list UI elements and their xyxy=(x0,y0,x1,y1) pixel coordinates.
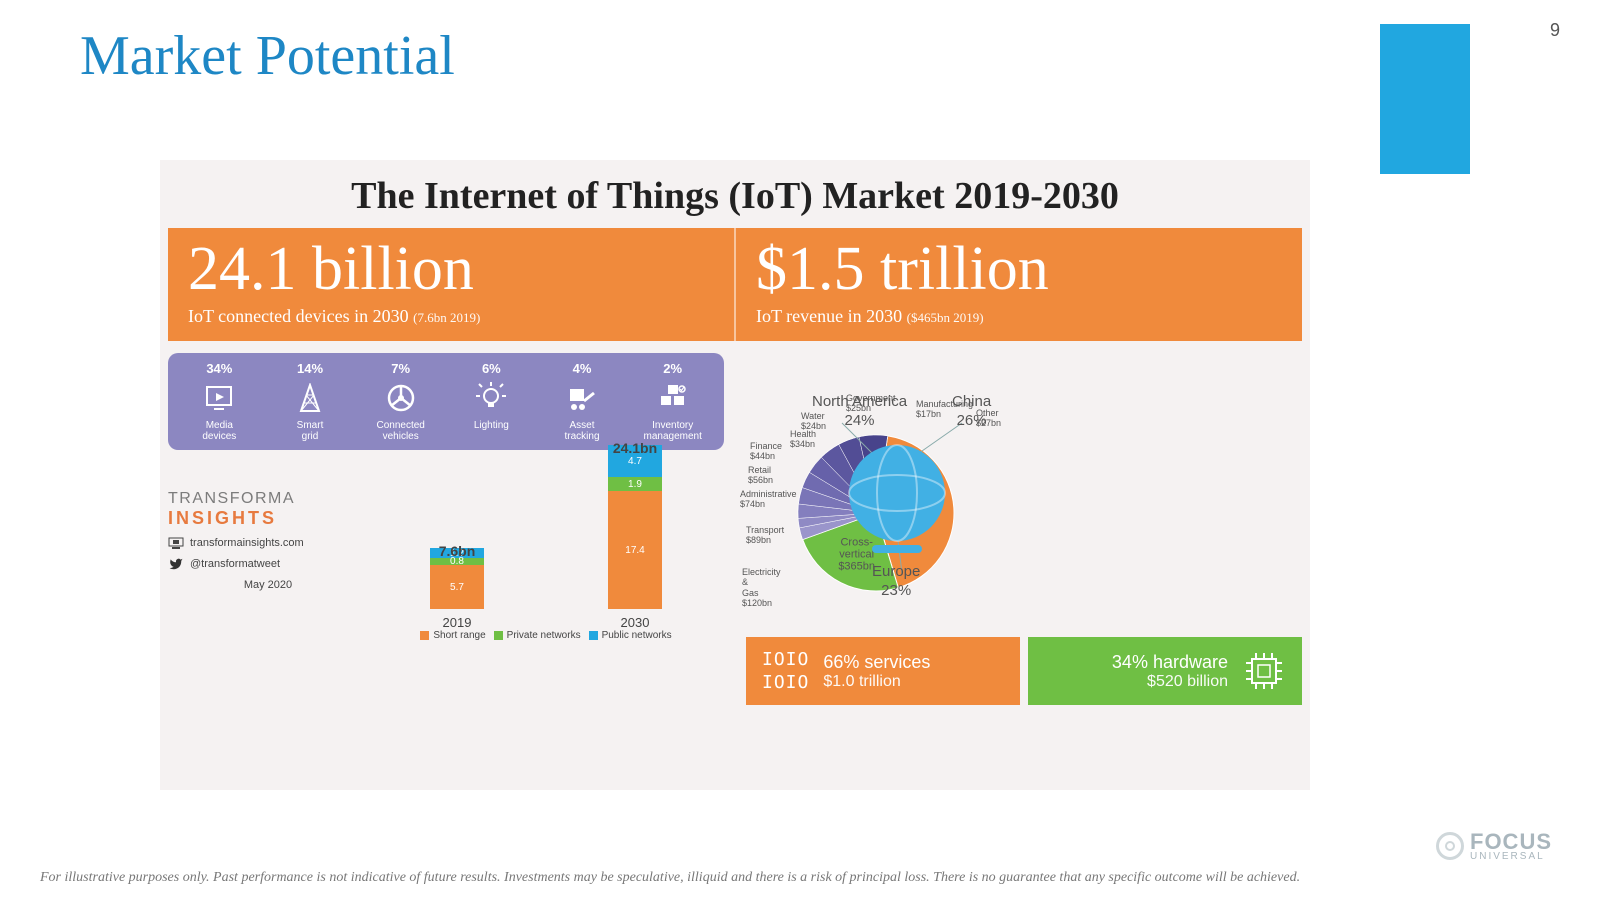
hero-revenue-big: $1.5 trillion xyxy=(756,238,1282,300)
source-handle-text: @transformatweet xyxy=(190,558,280,570)
bottom-left: 34%Mediadevices14%Smartgrid7%Connectedve… xyxy=(160,349,732,709)
bars-legend: Short range Private networks Public networ… xyxy=(368,630,724,643)
category-item: 6%Lighting xyxy=(446,361,537,442)
category-panel: 34%Mediadevices14%Smartgrid7%Connectedve… xyxy=(168,353,724,450)
twitter-icon xyxy=(168,557,184,571)
globe-area: North America24% China26% Europe23% xyxy=(752,353,1302,633)
hero-revenue: $1.5 trillion IoT revenue in 2030 ($465b… xyxy=(736,228,1302,341)
globe-label: Europe23% xyxy=(872,563,920,601)
bottom-right: Consumer$652bnCross-vertical$365bnVertic… xyxy=(738,349,1310,709)
hardware-line2: $520 billion xyxy=(1044,673,1228,691)
hero-devices-big: 24.1 billion xyxy=(188,238,714,300)
globe-label: China26% xyxy=(952,393,991,431)
disclaimer: For illustrative purposes only. Past per… xyxy=(40,870,1560,886)
focus-logo-sub: UNIVERSAL xyxy=(1470,851,1552,862)
hardware-card: 34% hardware $520 billion xyxy=(1028,637,1302,705)
body-row: 34%Mediadevices14%Smartgrid7%Connectedve… xyxy=(160,349,1310,709)
hero-devices: 24.1 billion IoT connected devices in 20… xyxy=(168,228,736,341)
bar-group: 7.6bn5.70.81.22019 xyxy=(412,548,502,630)
hero-devices-sub-small: (7.6bn 2019) xyxy=(413,310,480,325)
legend-item: Short range xyxy=(420,630,485,641)
source-box: TRANSFORMA INSIGHTS transformainsights.c… xyxy=(168,460,368,670)
category-item: 14%Smartgrid xyxy=(265,361,356,442)
bars-area: 7.6bn5.70.81.2201924.1bn17.41.94.72030 S… xyxy=(368,460,724,670)
brand-line2: INSIGHTS xyxy=(168,508,368,529)
category-item: 2%Inventorymanagement xyxy=(627,361,718,442)
bar-group: 24.1bn17.41.94.72030 xyxy=(590,445,680,630)
accent-bar xyxy=(1380,24,1470,174)
source-site: transformainsights.com xyxy=(168,537,368,549)
category-item: 4%Assettracking xyxy=(537,361,628,442)
legend-item: Public networks xyxy=(589,630,672,641)
source-site-text: transformainsights.com xyxy=(190,537,304,549)
services-line1: 66% services xyxy=(823,652,930,673)
bottom-cards: IOIOIOIO 66% services $1.0 trillion 34% … xyxy=(746,637,1302,705)
hero-devices-sub: IoT connected devices in 2030 (7.6bn 201… xyxy=(188,306,714,327)
page-number: 9 xyxy=(1550,20,1560,41)
bars-canvas: 7.6bn5.70.81.2201924.1bn17.41.94.72030 xyxy=(368,460,724,630)
source-handle: @transformatweet xyxy=(168,557,368,571)
hero-band: 24.1 billion IoT connected devices in 20… xyxy=(168,228,1302,341)
infographic-title: The Internet of Things (IoT) Market 2019… xyxy=(160,160,1310,228)
hero-devices-sub-main: IoT connected devices in 2030 xyxy=(188,306,409,326)
monitor-icon xyxy=(168,537,184,549)
source-date: May 2020 xyxy=(168,579,368,591)
category-item: 7%Connectedvehicles xyxy=(355,361,446,442)
hero-revenue-sub-main: IoT revenue in 2030 xyxy=(756,306,902,326)
binary-icon: IOIOIOIO xyxy=(762,649,809,693)
hero-revenue-sub: IoT revenue in 2030 ($465bn 2019) xyxy=(756,306,1282,327)
category-item: 34%Mediadevices xyxy=(174,361,265,442)
slide-title: Market Potential xyxy=(80,24,455,88)
focus-logo-icon xyxy=(1436,832,1464,860)
brand-line1: TRANSFORMA xyxy=(168,490,368,508)
focus-logo: FOCUS UNIVERSAL xyxy=(1436,829,1552,862)
hardware-line1: 34% hardware xyxy=(1044,652,1228,673)
legend-item: Private networks xyxy=(494,630,581,641)
chip-icon xyxy=(1242,649,1286,693)
hero-revenue-sub-small: ($465bn 2019) xyxy=(907,310,984,325)
services-line2: $1.0 trillion xyxy=(823,673,930,691)
globe-label: North America24% xyxy=(812,393,907,431)
services-card: IOIOIOIO 66% services $1.0 trillion xyxy=(746,637,1020,705)
infographic: The Internet of Things (IoT) Market 2019… xyxy=(160,160,1310,790)
